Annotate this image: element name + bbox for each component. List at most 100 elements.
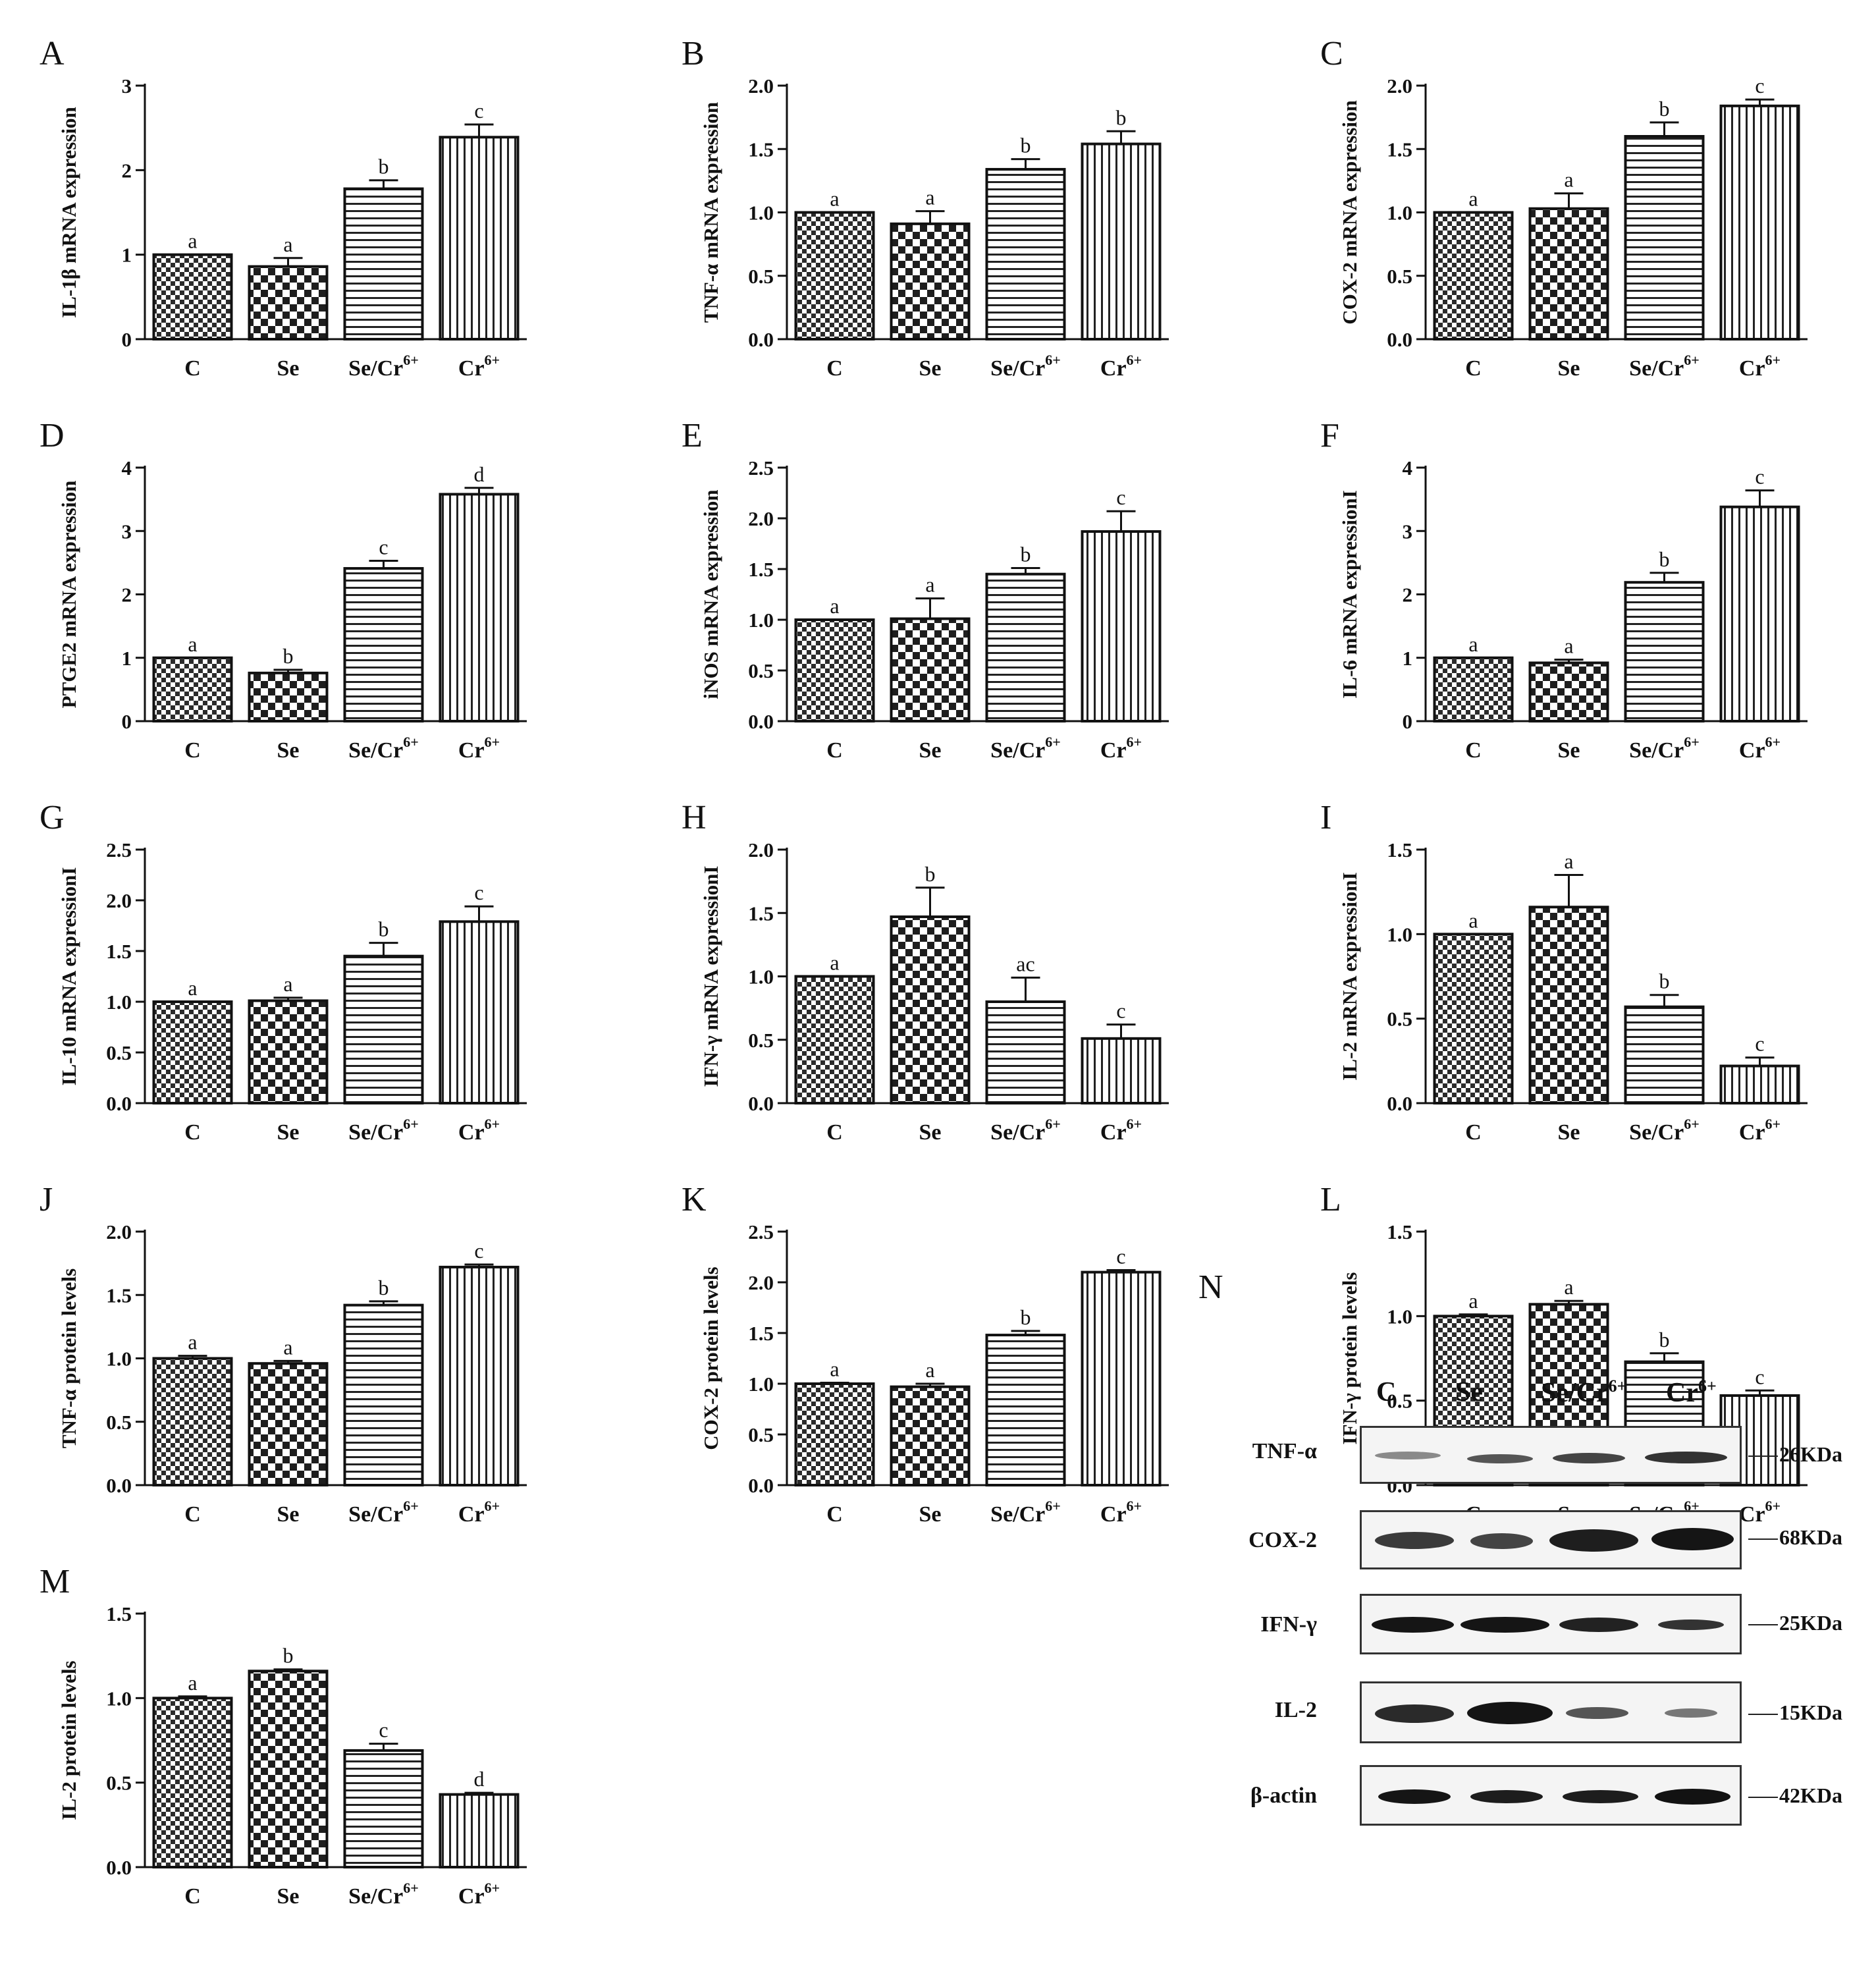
significance-letter: c (474, 881, 483, 904)
bar (1528, 906, 1609, 1105)
x-tick-label: Cr6+ (1100, 1116, 1142, 1145)
y-tick-label: 0.0 (748, 1092, 774, 1115)
x-tick-label: C (184, 1120, 201, 1145)
y-tick-label: 2 (122, 584, 132, 607)
significance-letter: c (1755, 74, 1764, 97)
bar (439, 1793, 520, 1868)
significance-letter: a (1468, 908, 1478, 932)
significance-letter: a (188, 1671, 197, 1695)
x-tick-label: Cr6+ (458, 1880, 500, 1909)
bar (152, 1697, 233, 1868)
panel-label: D (40, 417, 65, 454)
x-tick-label: C (1465, 356, 1482, 381)
bar (152, 1357, 233, 1486)
bar (1624, 135, 1705, 340)
significance-letter: a (925, 1358, 934, 1382)
y-tick-label: 1 (122, 647, 132, 670)
y-tick-label: 0.0 (1387, 328, 1412, 351)
x-tick-label: Cr6+ (458, 1498, 500, 1527)
x-tick-label: C (826, 356, 843, 381)
chart-panel-e: E 0.0 0.5 1.0 1.5 2.0 2.5 iNOS mRNA expression a… (682, 417, 1169, 763)
bar (1719, 505, 1800, 722)
bar (794, 1382, 875, 1486)
bar (794, 211, 875, 340)
x-tick-label: Cr6+ (1739, 352, 1781, 381)
y-tick-label: 0 (122, 328, 132, 351)
bar (1624, 581, 1705, 723)
y-tick-label: 3 (122, 74, 132, 97)
significance-letter: b (1116, 105, 1127, 129)
significance-letter: d (474, 1767, 485, 1791)
y-axis-label: IFN-γ protein levels (1338, 1272, 1361, 1445)
y-axis-label: TNF-α protein levels (57, 1268, 80, 1448)
chart-panel-d: D 0 1 2 3 4 PTGE2 mRNA expression a Cb Se c Se/Cr6+… (40, 417, 527, 763)
bar (152, 253, 233, 340)
x-tick-label: Cr6+ (458, 352, 500, 381)
y-tick-label: 2.5 (748, 456, 774, 479)
x-tick-label: Se/Cr6+ (1629, 734, 1700, 763)
y-tick-label: 0.5 (106, 1041, 132, 1064)
significance-letter: a (925, 573, 934, 597)
significance-letter: b (379, 917, 389, 941)
panel-label: G (40, 799, 65, 836)
y-tick-label: 0.5 (748, 265, 774, 288)
y-tick-label: 1.5 (748, 558, 774, 581)
bar (343, 187, 424, 341)
y-tick-label: 4 (122, 456, 132, 479)
significance-letter: a (188, 229, 197, 253)
chart-panel-b: B 0.0 0.5 1.0 1.5 2.0 TNF-α mRNA expression a Ca… (682, 35, 1169, 381)
bar (343, 1749, 424, 1868)
x-tick-label: Se (1558, 738, 1580, 763)
significance-letter: c (1116, 1245, 1125, 1268)
x-tick-label: Se (919, 1502, 942, 1527)
x-tick-label: Se (1558, 1120, 1580, 1145)
x-tick-label: C (1465, 1120, 1482, 1145)
y-axis-label: IL-2 mRNA expressionI (1338, 872, 1361, 1080)
significance-letter: b (925, 862, 936, 886)
x-tick-label: C (1465, 738, 1482, 763)
y-tick-label: 2.5 (748, 1220, 774, 1243)
chart-panel-m: M 0.0 0.5 1.0 1.5 IL-2 protein levels a Cb Se c Se… (40, 1563, 527, 1909)
significance-letter: b (1659, 97, 1670, 121)
y-tick-label: 0.0 (106, 1474, 132, 1497)
x-tick-label: Se (277, 1120, 300, 1145)
y-tick-label: 0.5 (1387, 265, 1412, 288)
significance-letter: b (1021, 1305, 1031, 1329)
significance-letter: a (283, 1335, 292, 1359)
x-tick-label: C (826, 738, 843, 763)
y-tick-label: 1.0 (106, 1347, 132, 1371)
y-tick-label: 1.0 (748, 966, 774, 989)
x-tick-label: Se/Cr6+ (348, 352, 419, 381)
significance-letter: d (474, 462, 485, 486)
bar (1081, 1270, 1162, 1486)
x-tick-label: Se (919, 356, 942, 381)
y-tick-label: 0 (1403, 710, 1413, 733)
x-tick-label: Se/Cr6+ (348, 1498, 419, 1527)
y-tick-label: 1 (122, 244, 132, 267)
bar (1719, 1064, 1800, 1104)
significance-letter: a (283, 232, 292, 256)
y-tick-label: 1.5 (1387, 138, 1412, 161)
y-tick-label: 0.5 (106, 1772, 132, 1795)
x-tick-label: C (826, 1120, 843, 1145)
panel-label: F (1320, 417, 1339, 454)
significance-letter: a (1468, 632, 1478, 656)
x-tick-label: C (184, 1884, 201, 1909)
x-tick-label: Cr6+ (1739, 1116, 1781, 1145)
panel-label: M (40, 1563, 70, 1600)
significance-letter: a (1564, 850, 1573, 873)
x-tick-label: Se (277, 1502, 300, 1527)
significance-letter: a (830, 951, 839, 975)
y-axis-label: IL-6 mRNA expressionI (1338, 490, 1361, 698)
significance-letter: b (379, 155, 389, 178)
y-tick-label: 1.0 (748, 1373, 774, 1396)
x-tick-label: Cr6+ (1739, 734, 1781, 763)
y-tick-label: 0.0 (748, 328, 774, 351)
bar (1081, 530, 1162, 723)
y-tick-label: 2.0 (748, 838, 774, 861)
x-tick-label: Se/Cr6+ (348, 734, 419, 763)
significance-letter: c (1116, 999, 1125, 1023)
bar (1433, 656, 1514, 722)
significance-letter: c (1116, 485, 1125, 509)
x-tick-label: Cr6+ (458, 1116, 500, 1145)
